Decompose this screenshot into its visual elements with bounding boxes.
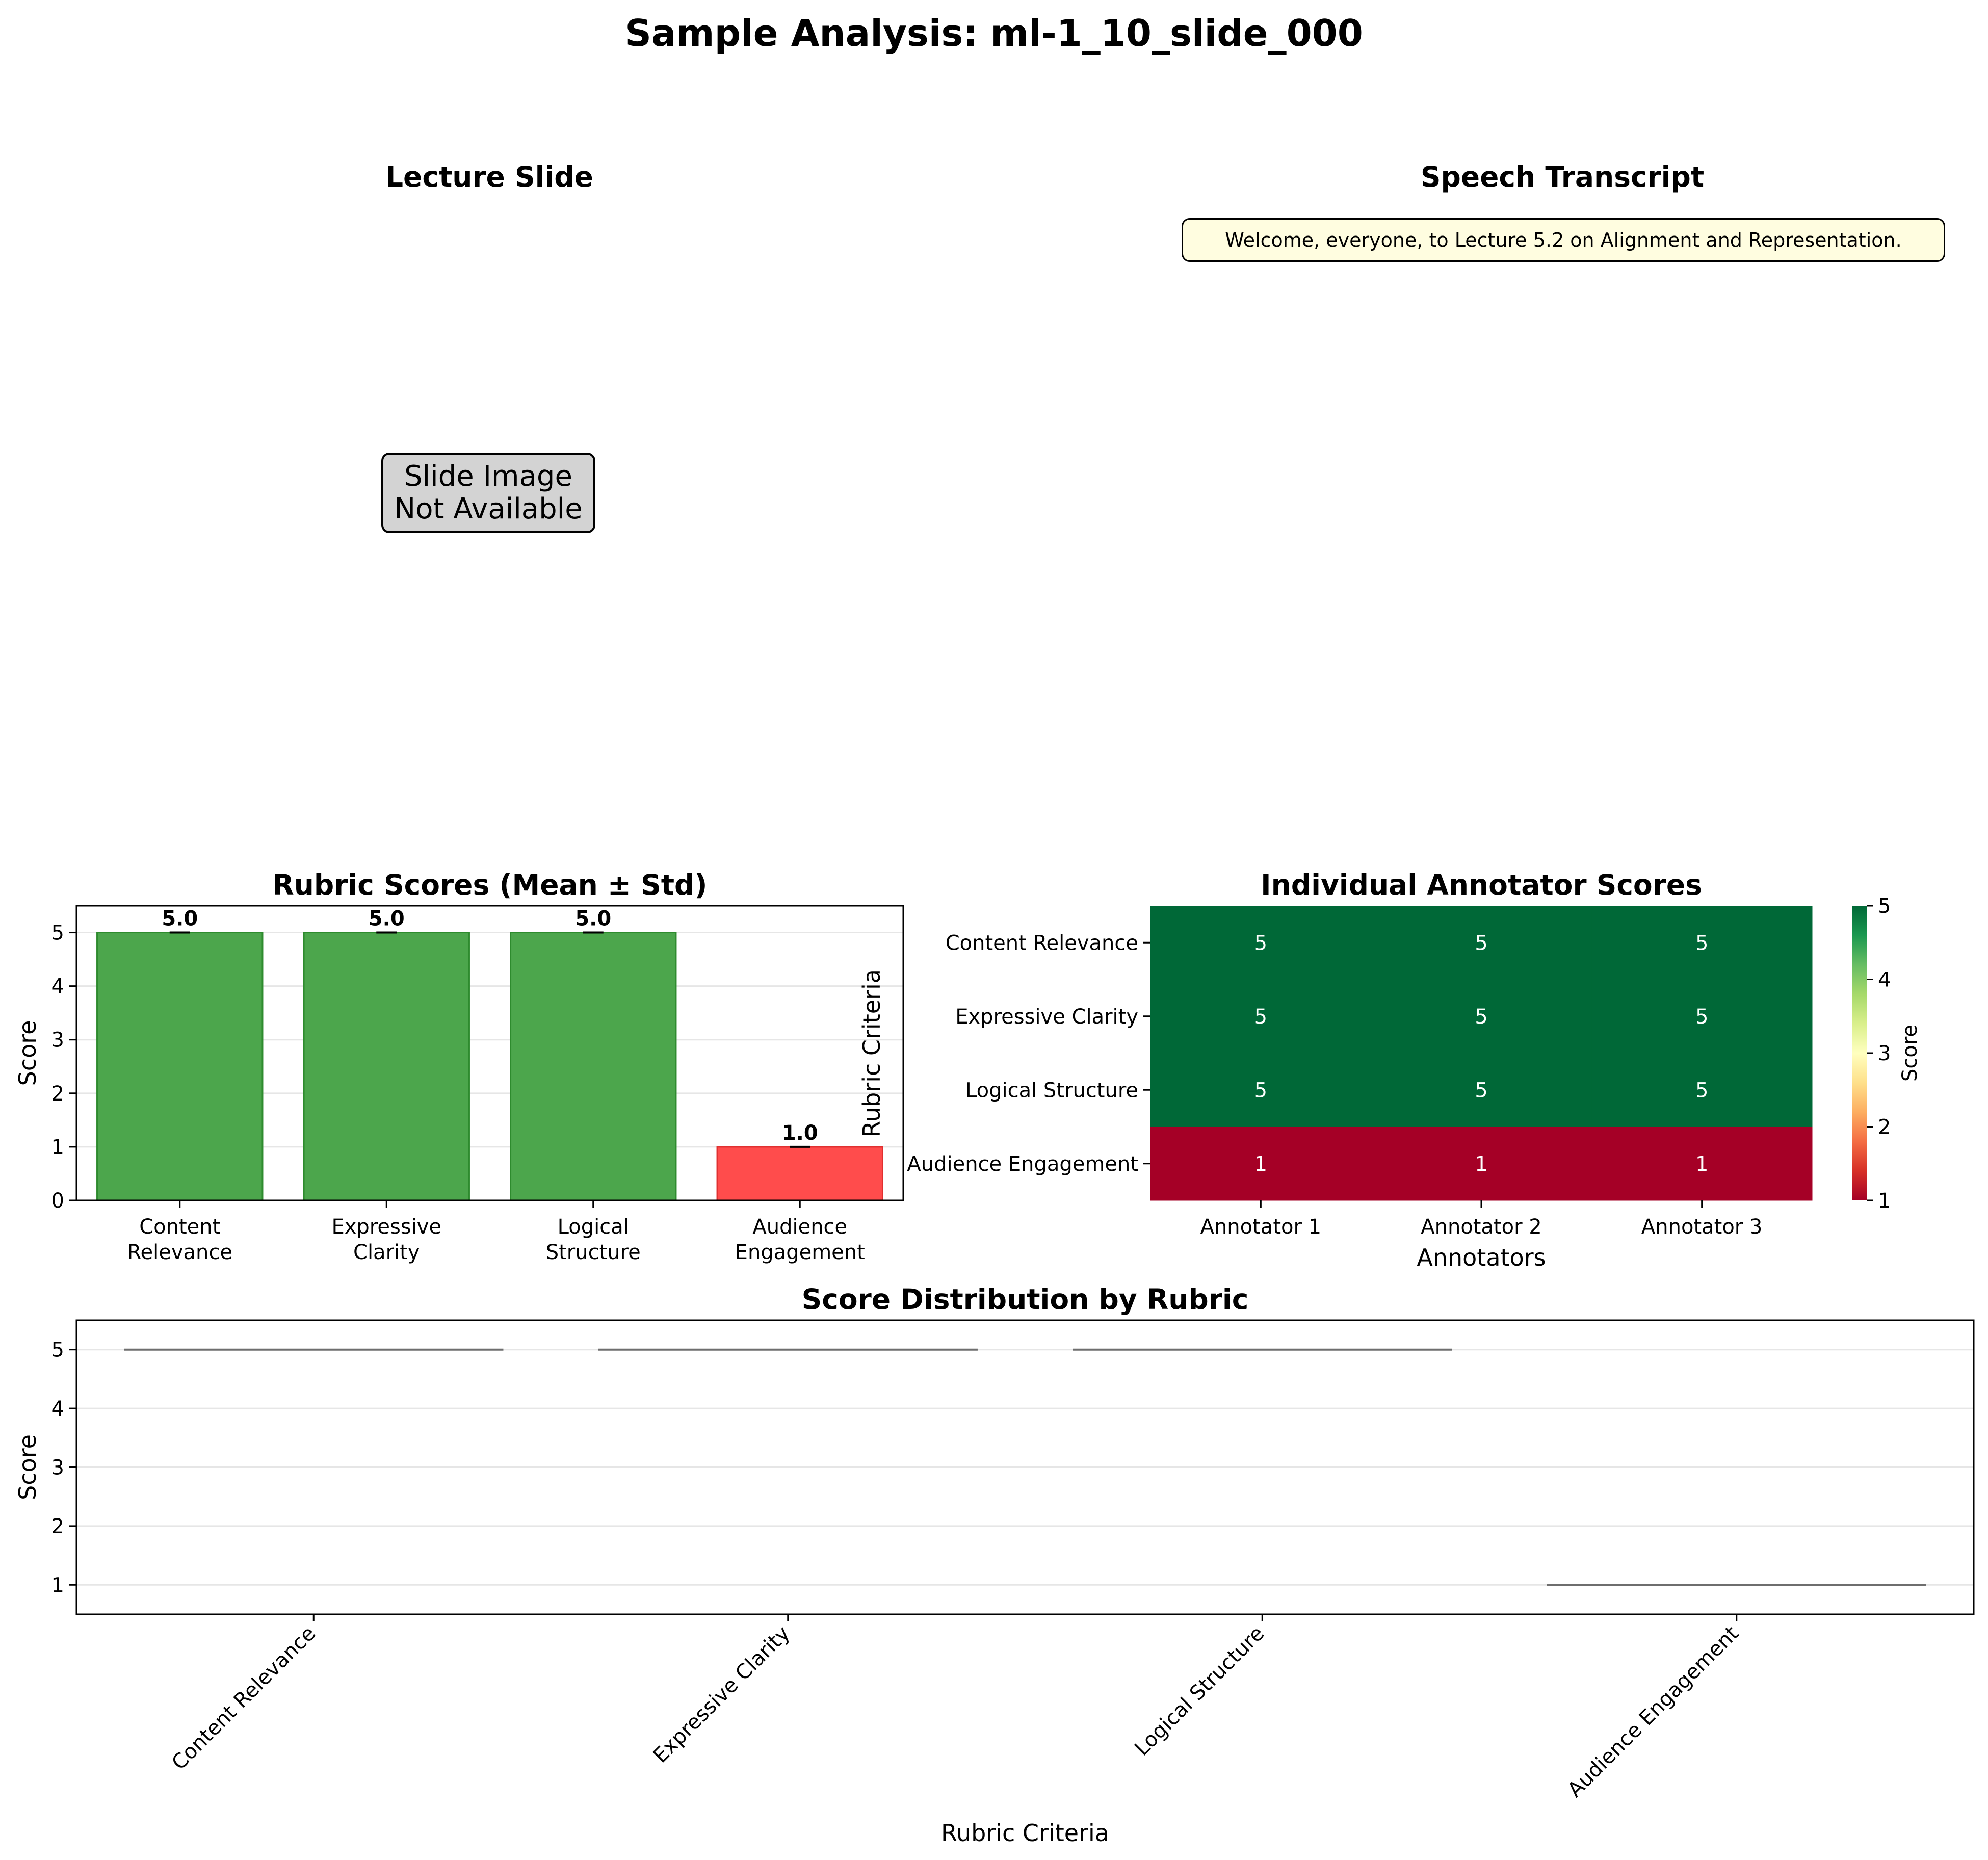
heatmap-row-label: Expressive Clarity <box>955 1005 1138 1029</box>
heatmap-cell-value: 5 <box>1695 931 1708 955</box>
heatmap-cell-value: 1 <box>1695 1152 1708 1176</box>
bar-xtick-label: Expressive <box>331 1215 441 1239</box>
heatmap-cell <box>1591 906 1813 980</box>
box-xlabel: Rubric Criteria <box>941 1819 1109 1847</box>
heatmap-column-label: Annotator 3 <box>1641 1215 1763 1239</box>
slide-placeholder: Slide Image Not Available <box>381 453 595 533</box>
heatmap-row-label: Logical Structure <box>965 1079 1138 1102</box>
heatmap-cell <box>1150 1053 1372 1127</box>
box-ytick-label: 5 <box>51 1339 64 1362</box>
bar-ytick-label: 4 <box>51 975 64 999</box>
bar-ytick-label: 3 <box>51 1029 64 1052</box>
heatmap-cell-value: 5 <box>1475 1005 1487 1029</box>
figure-title: Sample Analysis: ml-1_10_slide_000 <box>625 12 1363 55</box>
bar-ytick-label: 1 <box>51 1136 64 1159</box>
heatmap-cell-value: 1 <box>1254 1152 1267 1176</box>
bar-ylabel: Score <box>14 1020 41 1086</box>
colorbar-tick-label: 1 <box>1878 1189 1891 1213</box>
bar-axes-frame <box>75 905 904 1201</box>
slide-placeholder-line1: Slide Image <box>404 460 572 493</box>
heatmap-cell <box>1591 979 1813 1054</box>
heatmap-cell <box>1591 1127 1813 1201</box>
heatmap-cell-value: 5 <box>1254 1079 1267 1102</box>
box-xtick-label: Expressive Clarity <box>649 1622 795 1768</box>
bar-xtick-label: Engagement <box>735 1241 865 1264</box>
bar-xtick-label: Structure <box>546 1241 641 1264</box>
box-chart-title: Score Distribution by Rubric <box>802 1283 1249 1316</box>
bar-xtick-label: Relevance <box>127 1241 232 1264</box>
heatmap-title: Individual Annotator Scores <box>1261 869 1702 901</box>
bar-value-label: 5.0 <box>162 907 198 931</box>
colorbar-tick-label: 5 <box>1878 895 1891 918</box>
box-ytick-label: 3 <box>51 1456 64 1480</box>
bar-ytick-label: 0 <box>51 1189 64 1213</box>
heatmap-cell-value: 5 <box>1695 1005 1708 1029</box>
box-ylabel: Score <box>14 1434 41 1500</box>
heatmap-ylabel: Rubric Criteria <box>858 969 885 1137</box>
heatmap-cell-value: 5 <box>1695 1079 1708 1102</box>
heatmap-cell <box>1371 906 1592 980</box>
bar-xtick-label: Content <box>139 1215 220 1239</box>
slide-panel-title: Lecture Slide <box>385 161 593 193</box>
transcript-panel-title: Speech Transcript <box>1420 161 1705 193</box>
heatmap-cell <box>1371 979 1592 1054</box>
bar-audience-engagement <box>716 1146 883 1201</box>
box-xtick-label: Content Relevance <box>167 1622 320 1775</box>
colorbar-label: Score <box>1898 1025 1922 1082</box>
bar-logical-structure <box>510 932 677 1201</box>
colorbar-tick-label: 2 <box>1878 1116 1891 1139</box>
bar-value-label: 5.0 <box>575 907 611 931</box>
slide-placeholder-line2: Not Available <box>394 492 583 526</box>
bar-value-label: 1.0 <box>782 1121 818 1145</box>
box-ytick-label: 4 <box>51 1397 64 1421</box>
box-ytick-label: 2 <box>51 1515 64 1538</box>
box-ytick-label: 1 <box>51 1574 64 1597</box>
bar-ytick-label: 2 <box>51 1082 64 1106</box>
transcript-box: Welcome, everyone, to Lecture 5.2 on Ali… <box>1182 218 1945 262</box>
bar-chart-title: Rubric Scores (Mean ± Std) <box>272 869 707 901</box>
colorbar-tick-label: 4 <box>1878 968 1891 992</box>
bar-expressive-clarity <box>303 932 470 1201</box>
heatmap-cell-value: 5 <box>1475 931 1487 955</box>
heatmap-cell <box>1150 979 1372 1054</box>
heatmap-cell <box>1150 906 1372 980</box>
heatmap-cell <box>1150 1127 1372 1201</box>
heatmap-xlabel: Annotators <box>1417 1244 1546 1271</box>
heatmap-cell-value: 5 <box>1254 931 1267 955</box>
heatmap-cell <box>1371 1053 1592 1127</box>
heatmap-cell-value: 5 <box>1254 1005 1267 1029</box>
heatmap-row-label: Content Relevance <box>946 931 1138 955</box>
colorbar-tick-label: 3 <box>1878 1042 1891 1065</box>
heatmap-cell-value: 5 <box>1475 1079 1487 1102</box>
box-xtick-label: Logical Structure <box>1130 1622 1269 1761</box>
bar-ytick-label: 5 <box>51 922 64 945</box>
bar-xtick-label: Logical <box>558 1215 629 1239</box>
bar-value-label: 5.0 <box>369 907 405 931</box>
bar-xtick-label: Clarity <box>353 1241 420 1264</box>
box-xtick-label: Audience Engagement <box>1563 1622 1743 1802</box>
heatmap-cell-value: 1 <box>1475 1152 1487 1176</box>
heatmap-cell <box>1591 1053 1813 1127</box>
bar-content-relevance <box>96 932 264 1201</box>
heatmap-column-label: Annotator 1 <box>1200 1215 1322 1239</box>
box-axes-frame <box>75 1319 1975 1615</box>
heatmap-row-label: Audience Engagement <box>907 1152 1138 1176</box>
heatmap-cell <box>1371 1127 1592 1201</box>
transcript-text: Welcome, everyone, to Lecture 5.2 on Ali… <box>1225 229 1902 251</box>
bar-xtick-label: Audience <box>752 1215 847 1239</box>
colorbar <box>1852 906 1867 1200</box>
heatmap-column-label: Annotator 2 <box>1421 1215 1542 1239</box>
